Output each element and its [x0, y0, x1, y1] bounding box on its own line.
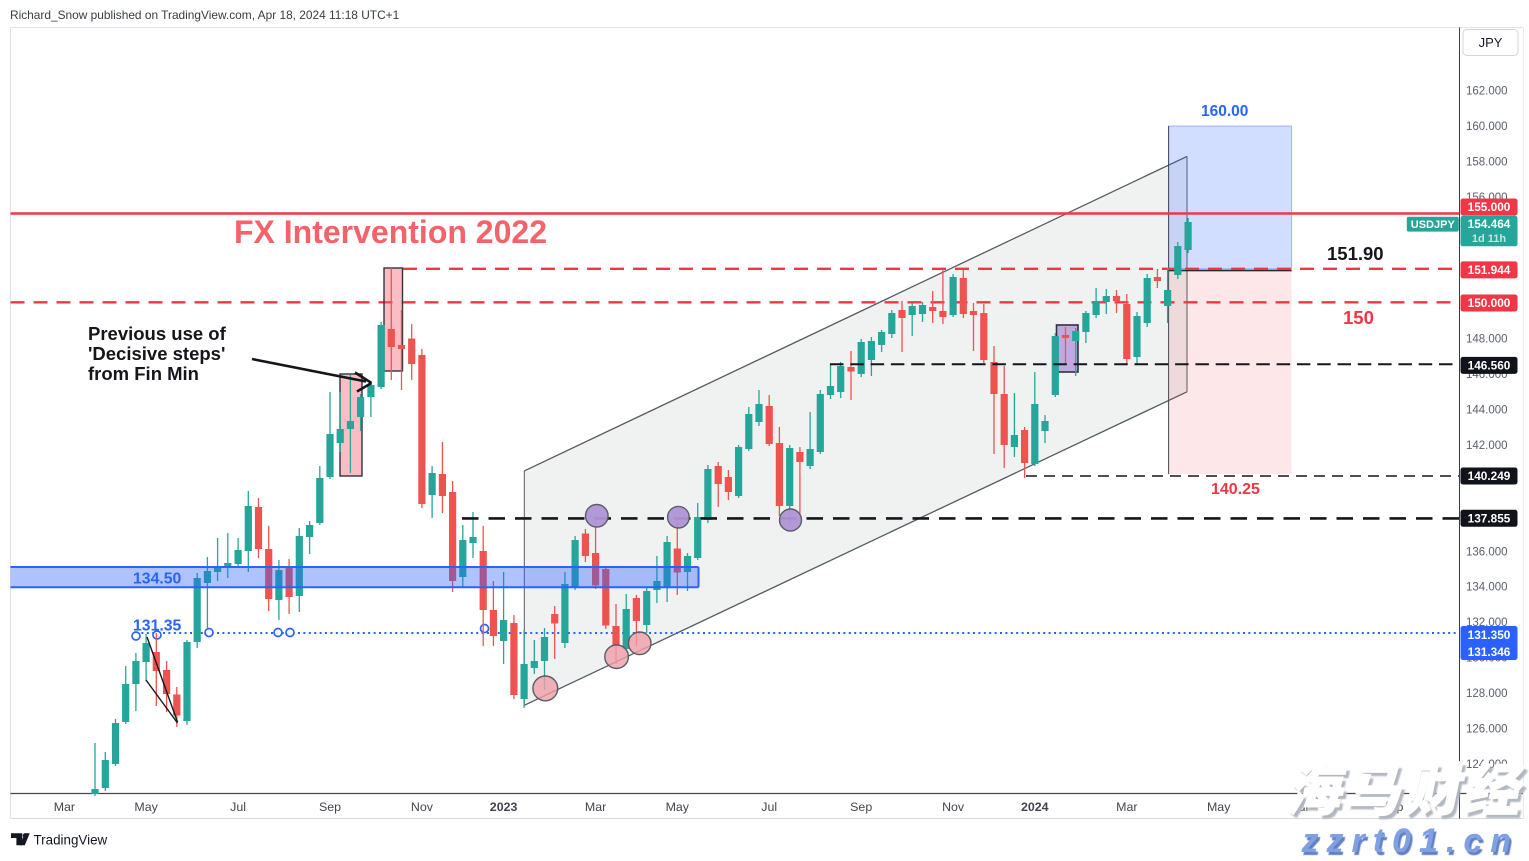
- svg-text:150.000: 150.000: [1468, 296, 1511, 310]
- svg-text:Jul: Jul: [230, 800, 246, 814]
- svg-text:Mar: Mar: [54, 800, 75, 814]
- svg-text:FX Intervention 2022: FX Intervention 2022: [234, 214, 547, 250]
- svg-text:160.00: 160.00: [1201, 103, 1248, 120]
- svg-text:from Fin Min: from Fin Min: [88, 363, 199, 384]
- svg-text:USDJPY: USDJPY: [1411, 219, 1456, 231]
- svg-text:134.000: 134.000: [1466, 582, 1508, 594]
- svg-text:140.249: 140.249: [1468, 469, 1511, 483]
- svg-text:1d 11h: 1d 11h: [1472, 233, 1507, 245]
- svg-text:137.855: 137.855: [1468, 512, 1511, 526]
- svg-text:136.000: 136.000: [1466, 546, 1508, 558]
- svg-text:Sep: Sep: [850, 800, 872, 814]
- svg-text:2023: 2023: [490, 800, 518, 814]
- svg-text:140.25: 140.25: [1211, 481, 1260, 498]
- svg-text:Jul: Jul: [761, 800, 777, 814]
- svg-text:134.50: 134.50: [133, 571, 182, 588]
- svg-text:TradingView: TradingView: [34, 833, 108, 848]
- svg-text:May: May: [666, 800, 690, 814]
- svg-text:142.000: 142.000: [1466, 440, 1508, 452]
- svg-text:Mar: Mar: [1116, 800, 1137, 814]
- svg-text:146.560: 146.560: [1468, 359, 1511, 373]
- svg-text:160.000: 160.000: [1466, 121, 1508, 133]
- svg-text:131.350: 131.350: [1468, 628, 1511, 642]
- svg-text:May: May: [134, 800, 158, 814]
- svg-text:2024: 2024: [1021, 800, 1049, 814]
- svg-text:131.346: 131.346: [1468, 645, 1511, 659]
- svg-text:155.000: 155.000: [1468, 200, 1511, 214]
- svg-text:'Decisive steps': 'Decisive steps': [88, 343, 225, 364]
- svg-text:Previous use of: Previous use of: [88, 323, 227, 344]
- svg-text:154.464: 154.464: [1468, 217, 1511, 231]
- svg-text:126.000: 126.000: [1466, 724, 1508, 736]
- svg-text:131.35: 131.35: [133, 618, 182, 635]
- svg-text:May: May: [1207, 800, 1231, 814]
- svg-text:158.000: 158.000: [1466, 156, 1508, 168]
- svg-text:151.944: 151.944: [1468, 263, 1511, 277]
- svg-text:JPY: JPY: [1479, 35, 1503, 50]
- svg-text:Richard_Snow published on Trad: Richard_Snow published on TradingView.co…: [10, 8, 400, 22]
- svg-text:Nov: Nov: [411, 800, 434, 814]
- svg-text:128.000: 128.000: [1466, 688, 1508, 700]
- svg-text:Nov: Nov: [942, 800, 965, 814]
- svg-text:162.000: 162.000: [1466, 86, 1508, 98]
- svg-text:Mar: Mar: [585, 800, 606, 814]
- svg-text:148.000: 148.000: [1466, 334, 1508, 346]
- svg-text:150: 150: [1343, 307, 1374, 328]
- svg-text:144.000: 144.000: [1466, 405, 1508, 417]
- svg-text:Sep: Sep: [319, 800, 341, 814]
- svg-text:151.90: 151.90: [1327, 243, 1384, 264]
